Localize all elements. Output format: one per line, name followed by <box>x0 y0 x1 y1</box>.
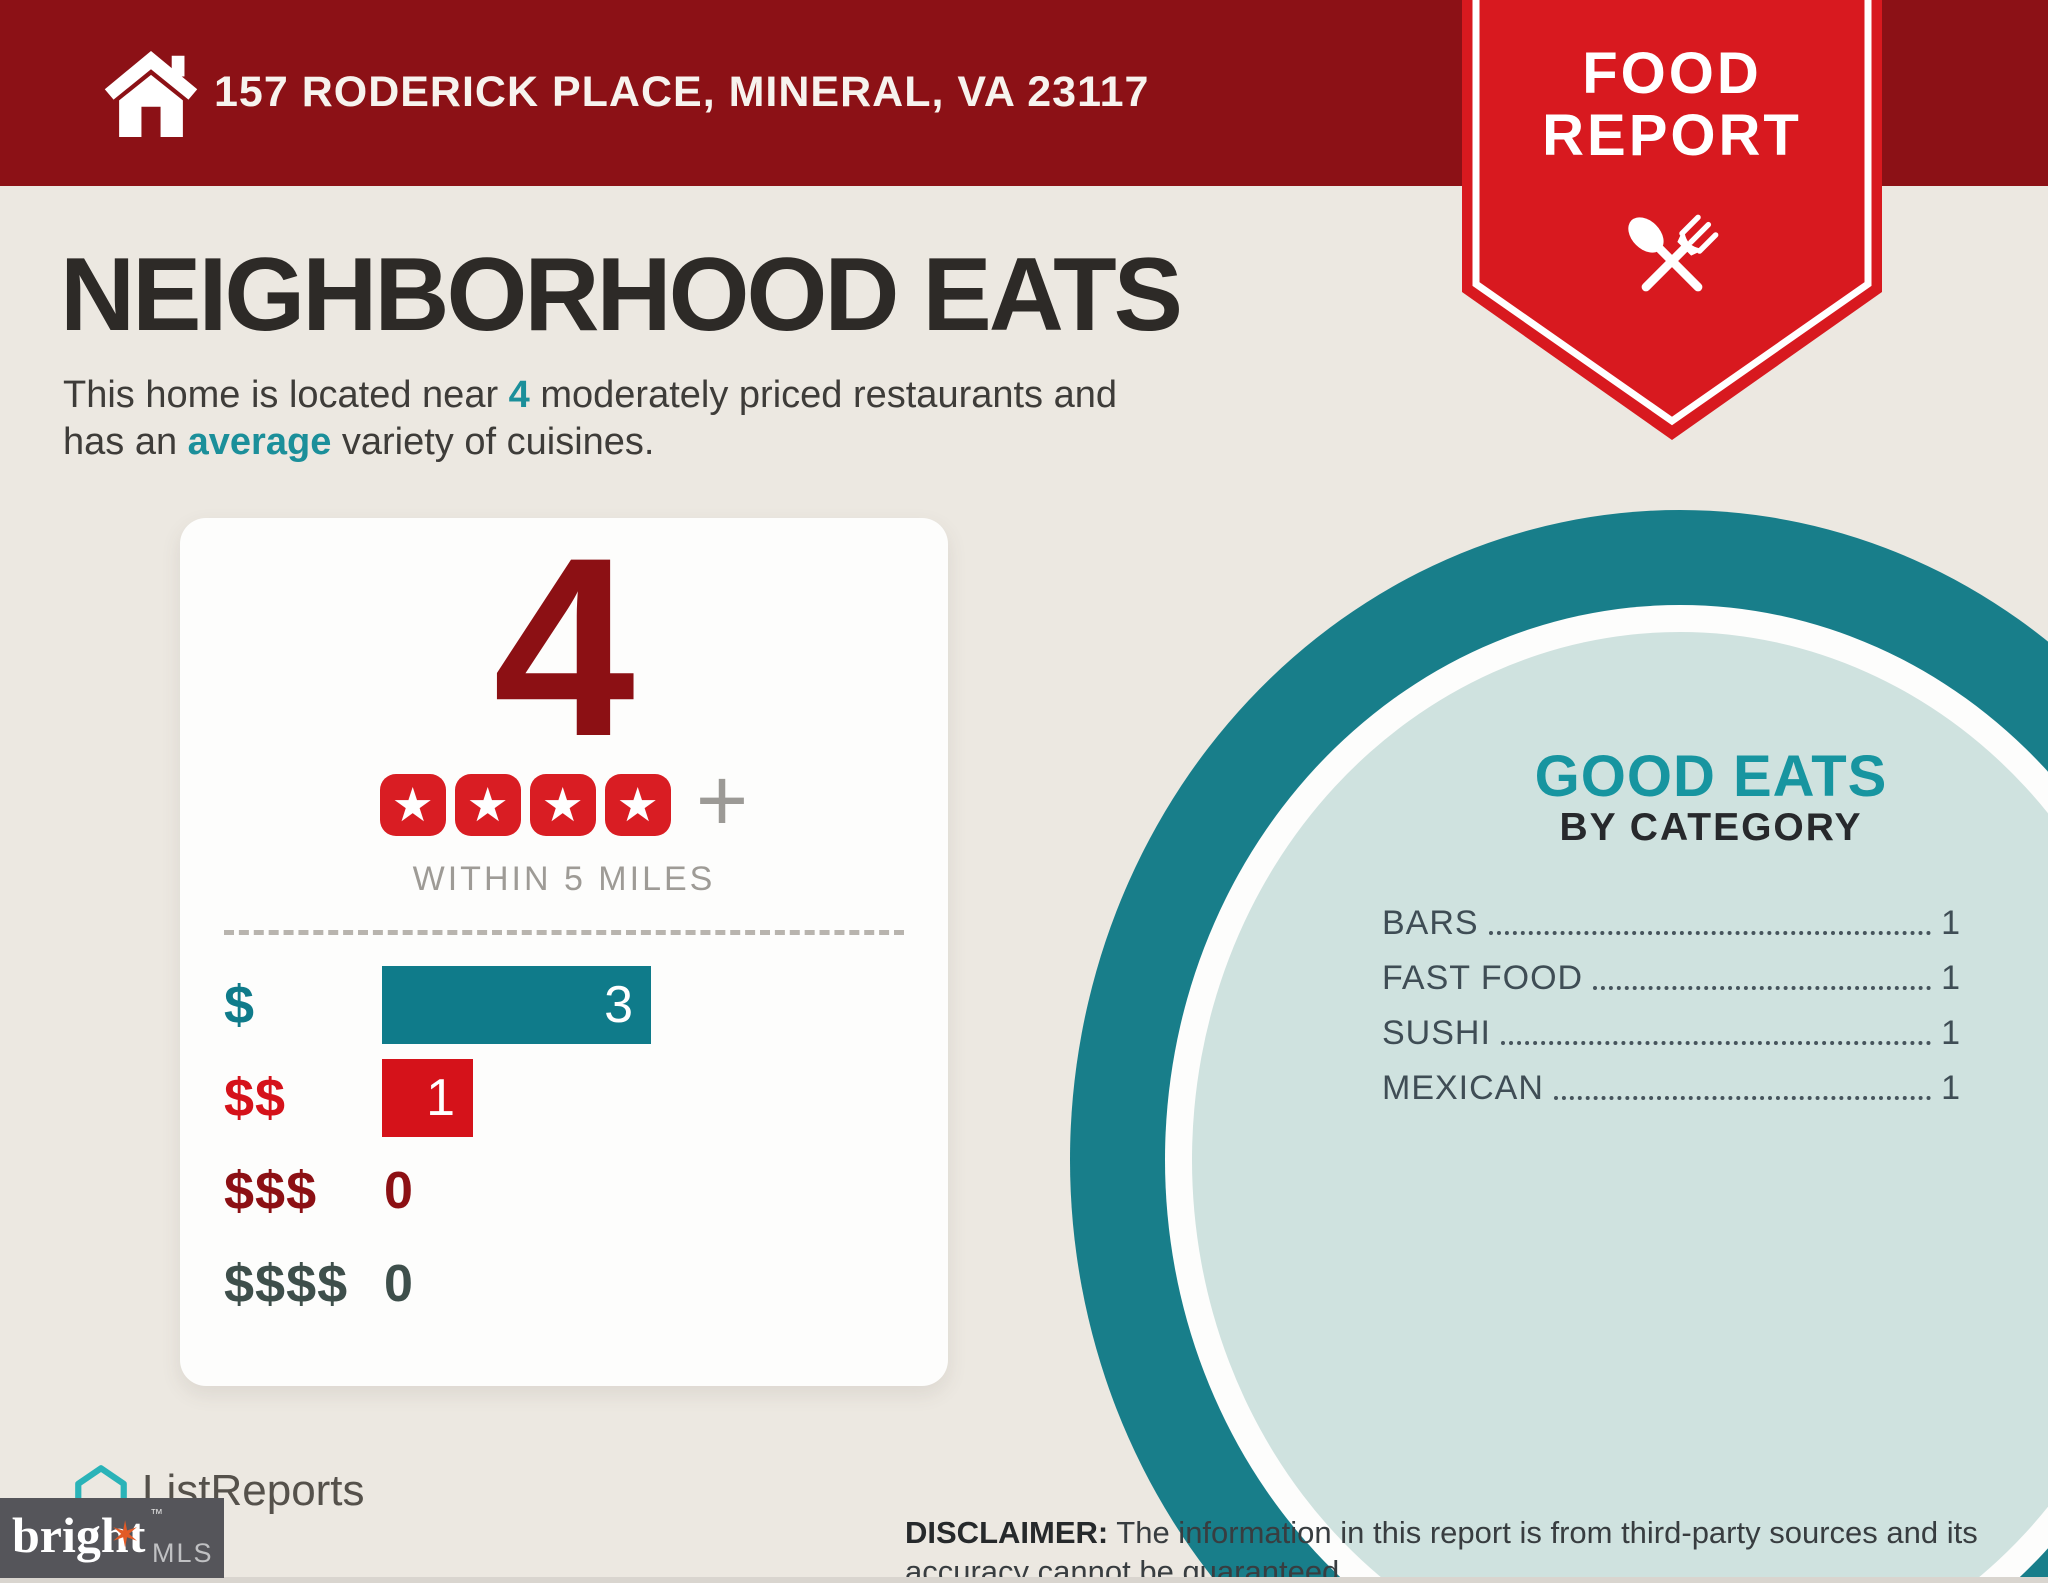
category-row: MEXICAN 1 <box>1382 1057 1960 1112</box>
plus-icon: + <box>695 751 749 851</box>
brightmls-suffix: MLS <box>152 1538 214 1568</box>
bar-cell: 0 <box>382 1245 904 1323</box>
star-icon: ★ <box>379 774 446 836</box>
bar-cell: 0 <box>382 1152 904 1230</box>
category-row: SUSHI 1 <box>1382 1002 1960 1057</box>
page-title: NEIGHBORHOOD EATS <box>60 237 1183 353</box>
bar-value: 1 <box>426 1068 455 1127</box>
category-row: BARS 1 <box>1382 892 1960 947</box>
star-icon: ★ <box>529 774 596 836</box>
star-icon: ★ <box>454 774 521 836</box>
bar-cell: 1 <box>382 1058 904 1137</box>
dotted-leader <box>1593 985 1932 990</box>
intro-line2: has an average variety of cuisines. <box>63 421 655 463</box>
radius-label: WITHIN 5 MILES <box>412 860 716 898</box>
dotted-leader <box>1500 1040 1932 1045</box>
restaurant-count-inline: 4 <box>508 374 530 416</box>
bar-cell: 3 <box>382 965 904 1044</box>
home-icon <box>100 44 202 144</box>
category-count: 1 <box>1941 904 1960 942</box>
price-level-label: $ <box>224 974 256 1035</box>
brightmls-logo: bright ✶ ™ MLS <box>0 1498 224 1578</box>
intro-text: This home is located near 4 moderately p… <box>63 372 1117 466</box>
good-eats-title: GOOD EATS <box>1534 744 1888 809</box>
rating-stars: ★ ★ ★ ★ + <box>180 751 948 851</box>
sparkle-star-icon: ✶ <box>110 1514 141 1555</box>
good-eats-subtitle: BY CATEGORY <box>1559 806 1863 849</box>
bar: 3 <box>382 965 651 1044</box>
price-row-4-dollar: $$$$ 0 <box>224 1237 904 1330</box>
category-label: FAST FOOD <box>1382 959 1584 997</box>
dotted-leader <box>1553 1095 1932 1100</box>
bar-value: 3 <box>604 975 633 1034</box>
price-bar-chart: $ 3 $$ 1 $$$ 0 $$ <box>224 958 904 1330</box>
brightmls-wordmark: bright <box>12 1507 146 1563</box>
category-row: FAST FOOD 1 <box>1382 947 1960 1002</box>
category-count: 1 <box>1941 1014 1960 1052</box>
category-label: BARS <box>1382 904 1479 942</box>
disclaimer: DISCLAIMER: The information in this repo… <box>905 1515 1978 1583</box>
intro-line1: This home is located near 4 moderately p… <box>63 374 1118 416</box>
category-count: 1 <box>1941 959 1960 997</box>
restaurant-count: 4 <box>493 505 635 790</box>
restaurant-summary-card: 4 ★ ★ ★ ★ + WITHIN 5 MILES $ 3 $$ 1 <box>180 518 948 1386</box>
zero-value: 0 <box>384 1161 413 1220</box>
zero-value: 0 <box>384 1254 413 1313</box>
bar: 1 <box>382 1058 473 1137</box>
price-row-1-dollar: $ 3 <box>224 958 904 1051</box>
category-count: 1 <box>1941 1069 1960 1107</box>
disclaimer-label: DISCLAIMER: <box>905 1515 1109 1550</box>
ribbon-title-line2: REPORT <box>1542 103 1802 168</box>
price-row-2-dollar: $$ 1 <box>224 1051 904 1144</box>
trademark-symbol: ™ <box>150 1506 163 1521</box>
ribbon-title-line1: FOOD <box>1582 41 1762 106</box>
category-label: SUSHI <box>1382 1014 1491 1052</box>
property-address: 157 RODERICK PLACE, MINERAL, VA 23117 <box>214 68 1150 116</box>
good-eats-circle-inner <box>1192 632 2048 1583</box>
variety-highlight: average <box>187 421 332 463</box>
category-label: MEXICAN <box>1382 1069 1544 1107</box>
good-eats-list: BARS 1 FAST FOOD 1 SUSHI 1 MEXICAN 1 <box>1382 892 1960 1112</box>
dotted-leader <box>1488 930 1932 935</box>
good-eats-panel: GOOD EATS BY CATEGORY BARS 1 FAST FOOD 1… <box>1382 748 1960 1112</box>
price-level-label: $$$ <box>224 1160 318 1221</box>
dashed-divider <box>224 930 904 935</box>
price-row-3-dollar: $$$ 0 <box>224 1144 904 1237</box>
price-level-label: $$ <box>224 1067 287 1128</box>
price-level-label: $$$$ <box>224 1253 349 1314</box>
bottom-edge-strip <box>0 1577 2048 1583</box>
spoon-fork-icon <box>1607 196 1737 326</box>
star-icon: ★ <box>604 774 671 836</box>
food-report-ribbon: FOOD REPORT <box>1452 0 1892 462</box>
